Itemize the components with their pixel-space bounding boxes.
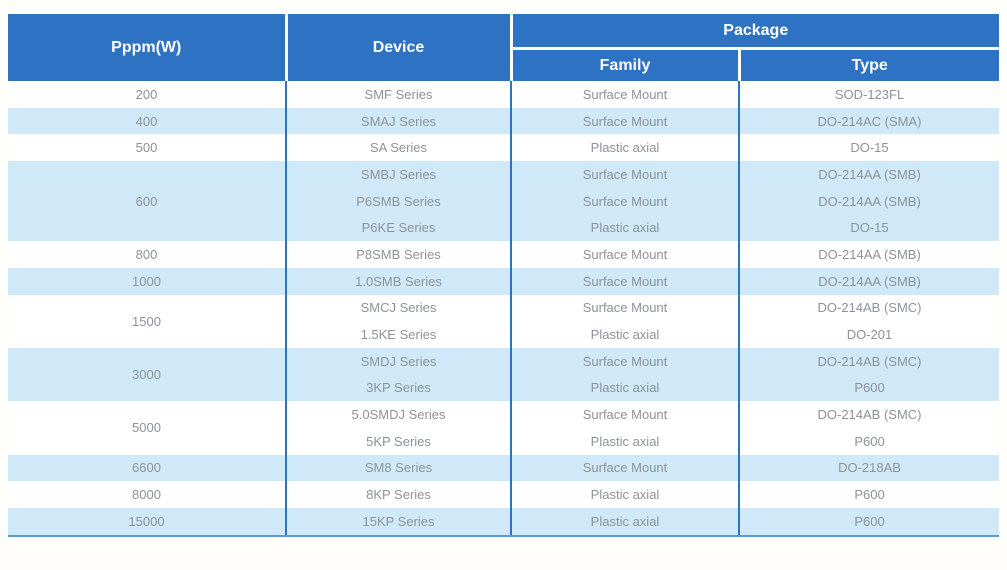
header-power: Pppm(W) <box>8 14 288 81</box>
type-cell: DO-15 <box>739 214 999 242</box>
family-cell: Plastic axial <box>511 374 740 402</box>
device-cell: P6KE Series <box>286 214 512 242</box>
table-row: 500 SA Series Plastic axial DO-15 <box>8 134 999 162</box>
family-cell: Plastic axial <box>511 321 740 348</box>
header-package: Package <box>511 14 999 50</box>
header-device: Device <box>286 14 513 81</box>
device-cell: SMBJ Series <box>286 161 512 188</box>
type-cell: P600 <box>739 508 999 537</box>
family-cell: Surface Mount <box>511 294 740 322</box>
type-cell: P600 <box>739 481 999 508</box>
family-cell: Plastic axial <box>511 508 740 537</box>
device-cell: 5KP Series <box>286 427 512 455</box>
device-cell: SMCJ Series <box>286 294 512 322</box>
device-cell: 5.0SMDJ Series <box>286 401 512 428</box>
family-cell: Plastic axial <box>511 427 740 455</box>
table-row: 6600 SM8 Series Surface Mount DO-218AB <box>8 454 999 482</box>
power-cell: 1500 <box>8 294 287 348</box>
device-cell: 15KP Series <box>286 508 512 537</box>
table-body: 200 SMF Series Surface Mount SOD-123FL 400 SM… <box>8 81 999 537</box>
family-cell: Plastic axial <box>511 214 740 242</box>
header-family: Family <box>511 48 741 81</box>
table-row: 800 P8SMB Series Surface Mount DO-214AA (SM… <box>8 241 999 268</box>
device-cell: 1.0SMB Series <box>286 267 512 295</box>
family-cell: Surface Mount <box>511 267 740 295</box>
type-cell: DO-214AB (SMC) <box>739 401 999 428</box>
type-cell: DO-214AB (SMC) <box>739 294 999 322</box>
type-cell: DO-214AA (SMB) <box>739 187 999 215</box>
family-cell: Surface Mount <box>511 107 740 135</box>
type-cell: DO-214AB (SMC) <box>739 347 999 375</box>
power-cell: 800 <box>8 241 287 268</box>
table-row: 8000 8KP Series Plastic axial P600 <box>8 481 999 508</box>
table-row: 5KP Series Plastic axial P600 <box>8 427 999 455</box>
power-cell: 500 <box>8 134 287 162</box>
table-row: 3000 SMDJ Series Surface Mount DO-214AB (SM… <box>8 347 999 402</box>
table-row: P6KE Series Plastic axial DO-15 <box>8 214 999 242</box>
device-cell: 1.5KE Series <box>286 321 512 348</box>
family-cell: Plastic axial <box>511 134 740 162</box>
device-cell: P6SMB Series <box>286 187 512 215</box>
type-cell: DO-214AA (SMB) <box>739 241 999 268</box>
power-cell: 200 <box>8 81 287 108</box>
table-row: 200 SMF Series Surface Mount SOD-123FL <box>8 81 999 108</box>
table-row: P6SMB Series Surface Mount DO-214AA (SMB) <box>8 187 999 215</box>
device-cell: 8KP Series <box>286 481 512 508</box>
type-cell: DO-15 <box>739 134 999 162</box>
family-cell: Surface Mount <box>511 454 740 482</box>
type-cell: DO-218AB <box>739 454 999 482</box>
table-row: 600 SMBJ Series Surface Mount DO-214AA (SMB… <box>8 161 999 242</box>
family-cell: Surface Mount <box>511 81 740 108</box>
device-cell: SA Series <box>286 134 512 162</box>
device-cell: SMF Series <box>286 81 512 108</box>
device-cell: SM8 Series <box>286 454 512 482</box>
table-header: Pppm(W) Device Package Family Type <box>8 14 999 81</box>
family-cell: Surface Mount <box>511 161 740 188</box>
table-row: 400 SMAJ Series Surface Mount DO-214AC (SMA… <box>8 107 999 135</box>
type-cell: P600 <box>739 374 999 402</box>
power-cell: 600 <box>8 161 287 242</box>
type-cell: DO-214AC (SMA) <box>739 107 999 135</box>
family-cell: Plastic axial <box>511 481 740 508</box>
table-row: 1500 SMCJ Series Surface Mount DO-214AB (SM… <box>8 294 999 348</box>
table-row: 1.5KE Series Plastic axial DO-201 <box>8 321 999 348</box>
power-cell: 8000 <box>8 481 287 508</box>
power-cell: 5000 <box>8 401 287 455</box>
family-cell: Surface Mount <box>511 241 740 268</box>
device-cell: SMAJ Series <box>286 107 512 135</box>
device-cell: 3KP Series <box>286 374 512 402</box>
power-cell: 15000 <box>8 508 287 537</box>
device-cell: P8SMB Series <box>286 241 512 268</box>
power-cell: 400 <box>8 107 287 135</box>
type-cell: DO-201 <box>739 321 999 348</box>
power-cell: 6600 <box>8 454 287 482</box>
power-cell: 1000 <box>8 267 287 295</box>
type-cell: SOD-123FL <box>739 81 999 108</box>
type-cell: P600 <box>739 427 999 455</box>
family-cell: Surface Mount <box>511 347 740 375</box>
type-cell: DO-214AA (SMB) <box>739 161 999 188</box>
power-cell: 3000 <box>8 347 287 402</box>
table-row: 1000 1.0SMB Series Surface Mount DO-214AA (… <box>8 267 999 295</box>
package-table: Pppm(W) Device Package Family Type 200 SM… <box>8 14 999 537</box>
header-type: Type <box>739 48 999 81</box>
type-cell: DO-214AA (SMB) <box>739 267 999 295</box>
table-row: 15000 15KP Series Plastic axial P600 <box>8 508 999 537</box>
family-cell: Surface Mount <box>511 187 740 215</box>
table-row: 3KP Series Plastic axial P600 <box>8 374 999 402</box>
table-row: 5000 5.0SMDJ Series Surface Mount DO-214AB … <box>8 401 999 455</box>
family-cell: Surface Mount <box>511 401 740 428</box>
device-cell: SMDJ Series <box>286 347 512 375</box>
